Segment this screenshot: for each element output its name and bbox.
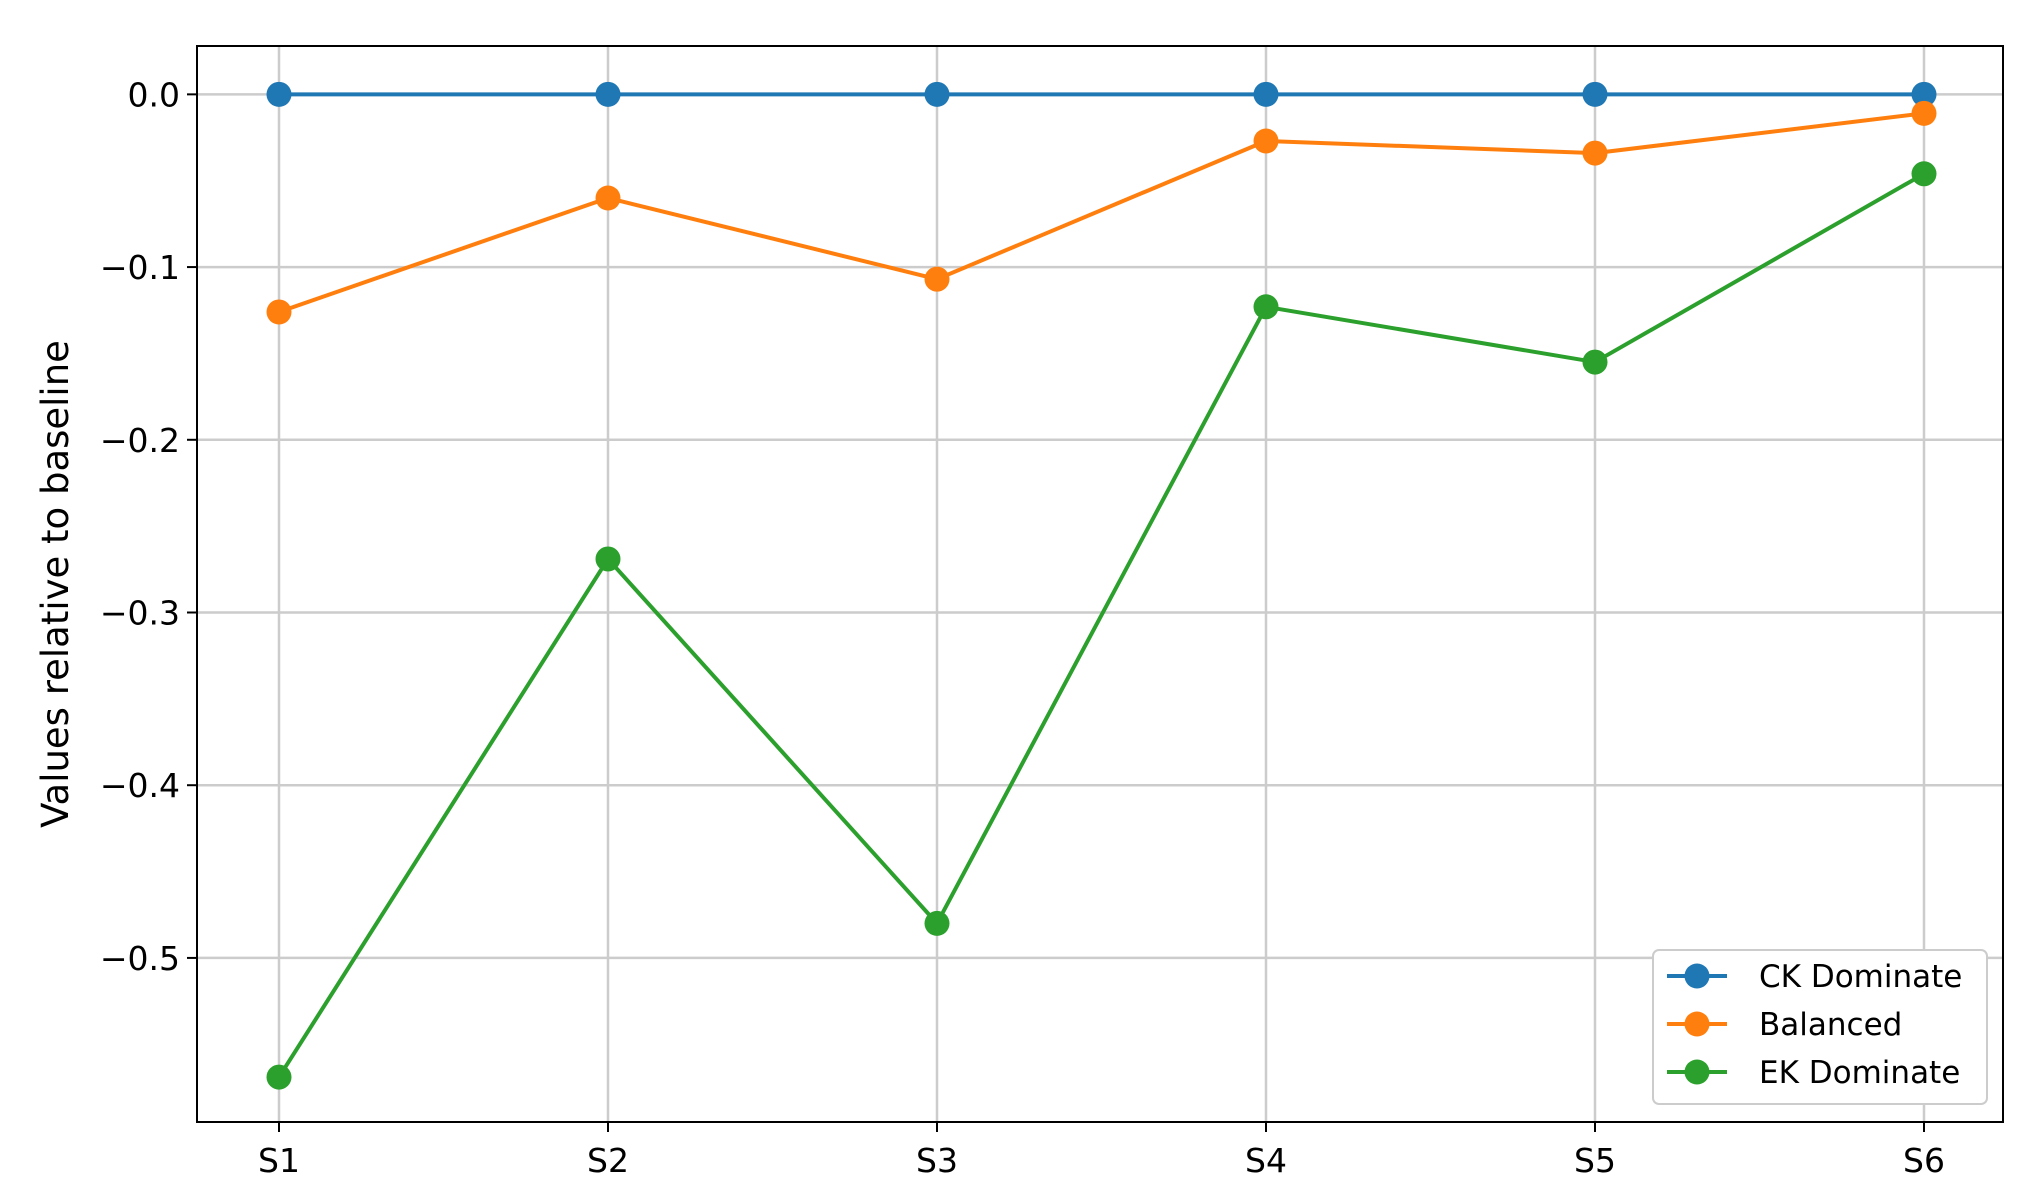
data-point	[595, 81, 621, 107]
legend-item: Balanced	[1667, 1007, 1902, 1043]
x-tick-label: S5	[1574, 1141, 1616, 1180]
data-point	[924, 910, 950, 936]
data-point	[924, 266, 950, 292]
data-point	[266, 1064, 292, 1090]
data-point	[1911, 161, 1937, 187]
legend: CK Dominate Balanced EK Dominate	[1652, 949, 1988, 1105]
y-tick-label: −0.1	[100, 248, 180, 287]
legend-marker	[1684, 1011, 1710, 1037]
legend-marker	[1684, 963, 1710, 989]
y-axis-label: Values relative to baseline	[34, 340, 77, 828]
plot-frame	[196, 45, 2004, 1123]
data-point	[1582, 349, 1608, 375]
data-point	[1911, 100, 1937, 126]
legend-label: EK Dominate	[1759, 1055, 1960, 1091]
x-tick-label: S3	[916, 1141, 958, 1180]
data-point	[266, 299, 292, 325]
data-point	[1911, 81, 1937, 107]
legend-label: Balanced	[1759, 1007, 1902, 1043]
y-axis: 0.0 −0.1 −0.2 −0.3 −0.4 −0.5	[100, 75, 197, 978]
y-tick-label: 0.0	[128, 75, 180, 114]
series-layer	[266, 81, 1937, 1090]
x-tick-label: S6	[1903, 1141, 1945, 1180]
y-tick-label: −0.5	[100, 939, 180, 978]
x-axis: S1 S2 S3 S4 S5 S6	[258, 1122, 1945, 1180]
legend-item: EK Dominate	[1667, 1055, 1960, 1091]
series-ek-dominate	[266, 161, 1937, 1090]
series-line	[277, 172, 1925, 1079]
data-point	[1582, 81, 1608, 107]
series-balanced	[266, 100, 1937, 325]
y-tick-label: −0.4	[100, 766, 180, 805]
data-point	[595, 185, 621, 211]
data-point	[1253, 81, 1279, 107]
data-point	[1253, 128, 1279, 154]
series-ck-dominate	[266, 81, 1937, 107]
y-tick-label: −0.3	[100, 593, 180, 632]
legend-box	[1652, 949, 1988, 1105]
x-tick-label: S1	[258, 1141, 300, 1180]
legend-marker	[1684, 1059, 1710, 1085]
y-tick-label: −0.2	[100, 421, 180, 460]
series-line	[278, 111, 1925, 314]
data-point	[924, 81, 950, 107]
data-point	[1582, 140, 1608, 166]
data-point	[266, 81, 292, 107]
x-tick-label: S4	[1245, 1141, 1287, 1180]
legend-label: CK Dominate	[1759, 959, 1962, 995]
legend-item: CK Dominate	[1667, 959, 1962, 995]
data-point	[1253, 294, 1279, 320]
data-point	[595, 546, 621, 572]
x-tick-label: S2	[587, 1141, 629, 1180]
